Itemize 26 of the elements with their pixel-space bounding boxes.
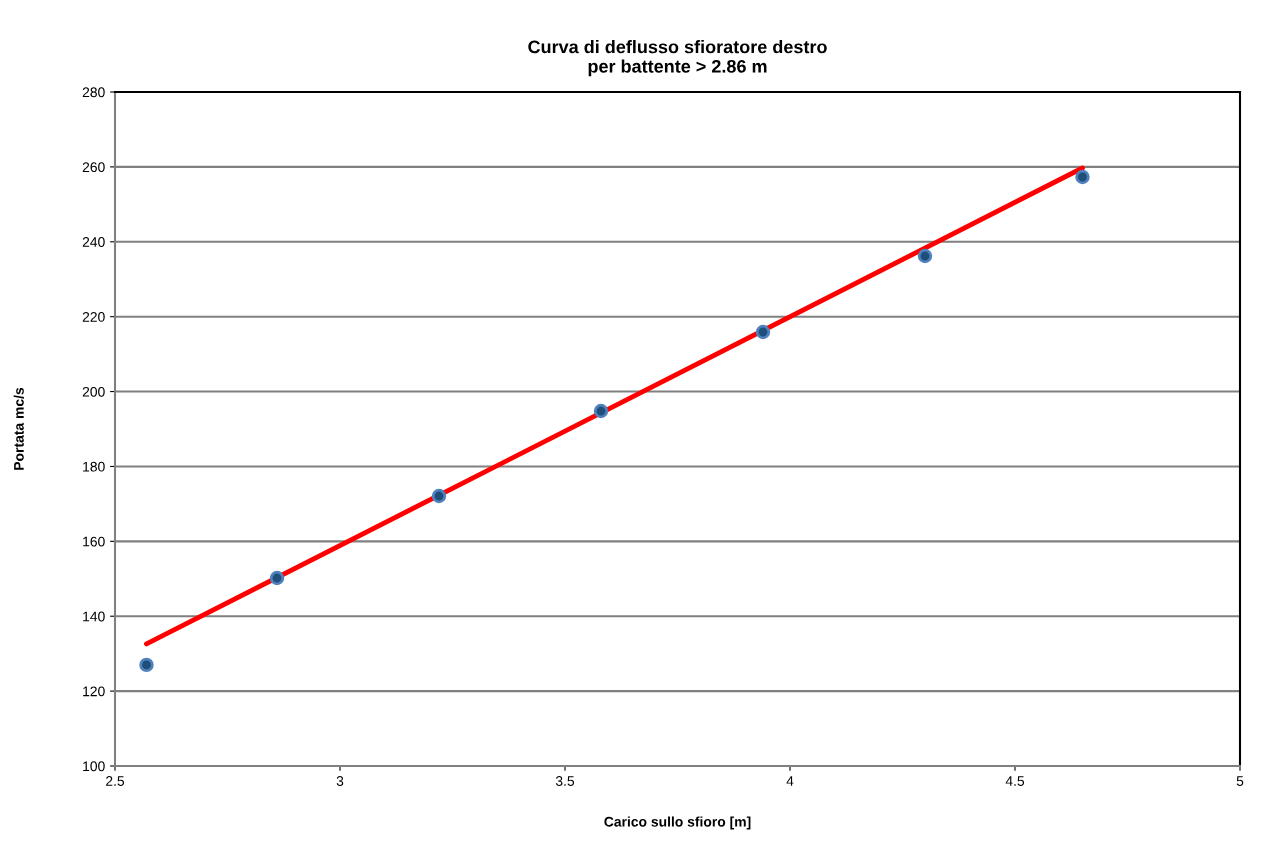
x-axis-title: Carico sullo sfioro [m] — [604, 816, 751, 830]
y-tick-label: 120 — [83, 686, 105, 697]
point — [431, 488, 447, 504]
chart-title: Curva di deflusso sfioratore destro per battente > 2.86 m — [528, 40, 827, 77]
x-tick-label: 4.5 — [1005, 776, 1025, 786]
y-tick-label: 160 — [83, 536, 105, 547]
x-tick-label: 3.5 — [555, 776, 575, 786]
point — [269, 570, 285, 586]
y-tick-label: 280 — [82, 87, 105, 98]
y-tick-label: 200 — [82, 386, 105, 397]
y-tick-label: 260 — [82, 162, 105, 173]
y-axis-title: Portata mc/s — [13, 387, 24, 470]
x-tick-label: 4 — [786, 776, 794, 786]
point — [139, 657, 154, 673]
x-tick-label: 3 — [336, 776, 344, 786]
x-tick-label: 2.5 — [106, 776, 125, 786]
y-tick-label: 100 — [83, 761, 105, 772]
x-tick-label: 5 — [1236, 776, 1244, 786]
point — [593, 403, 609, 419]
y-tick-label: 220 — [82, 312, 105, 322]
point — [1075, 169, 1090, 185]
point — [917, 248, 933, 264]
point — [755, 324, 771, 340]
y-tick-label: 140 — [83, 611, 105, 622]
y-tick-label: 240 — [82, 237, 105, 247]
y-tick-label: 180 — [83, 461, 105, 472]
